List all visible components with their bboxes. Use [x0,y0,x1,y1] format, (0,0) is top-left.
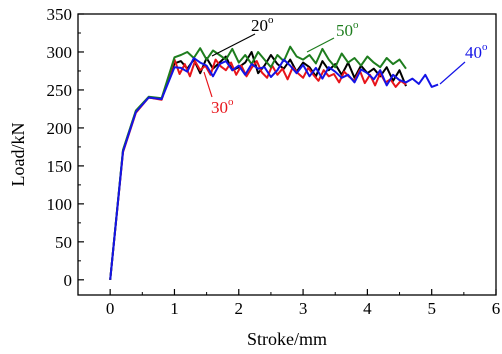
series-line-50deg [109,45,407,280]
y-tick-label: 50 [55,233,72,252]
x-tick-label: 6 [492,299,501,318]
x-tick-label: 0 [106,299,115,318]
annotation-leader-20 [211,33,256,57]
axis-ticks: 0 1 2 3 4 5 6 0 50 100 150 200 250 300 350 [47,5,501,318]
y-tick-label: 300 [47,43,73,62]
plot-lines [109,45,439,280]
y-tick-label: 200 [47,119,73,138]
series-label-degree: o [268,14,274,26]
x-axis-title: Stroke/mm [247,329,327,349]
series-label-30: 30o [211,96,234,117]
series-label-degree: o [482,41,488,53]
series-label-value: 40 [465,43,482,62]
series-label-value: 50 [336,21,353,40]
x-tick-label: 1 [170,299,179,318]
plot-frame [77,13,497,296]
series-label-40: 40o [465,41,488,62]
series-line-40deg [109,57,439,280]
series-label-degree: o [228,96,234,108]
series-label-degree: o [353,19,359,31]
x-tick-label: 3 [299,299,308,318]
annotation-leader-50 [306,37,335,53]
x-tick-label: 4 [363,299,372,318]
annotation-leader-40 [439,61,466,85]
y-tick-label: 100 [47,195,73,214]
y-tick-label: 350 [47,5,73,24]
y-axis-title: Load/kN [8,123,28,187]
series-label-50: 50o [336,19,359,40]
series-label-value: 20 [251,16,268,35]
series-label-value: 30 [211,98,228,117]
y-tick-label: 0 [64,271,73,290]
y-tick-label: 250 [47,81,73,100]
series-line-30deg [109,58,407,280]
annotation-leader-30 [203,71,213,98]
x-tick-label: 5 [427,299,436,318]
series-label-20: 20o [251,14,274,35]
x-tick-label: 2 [235,299,244,318]
series-line-20deg [109,51,407,280]
y-tick-label: 150 [47,157,73,176]
